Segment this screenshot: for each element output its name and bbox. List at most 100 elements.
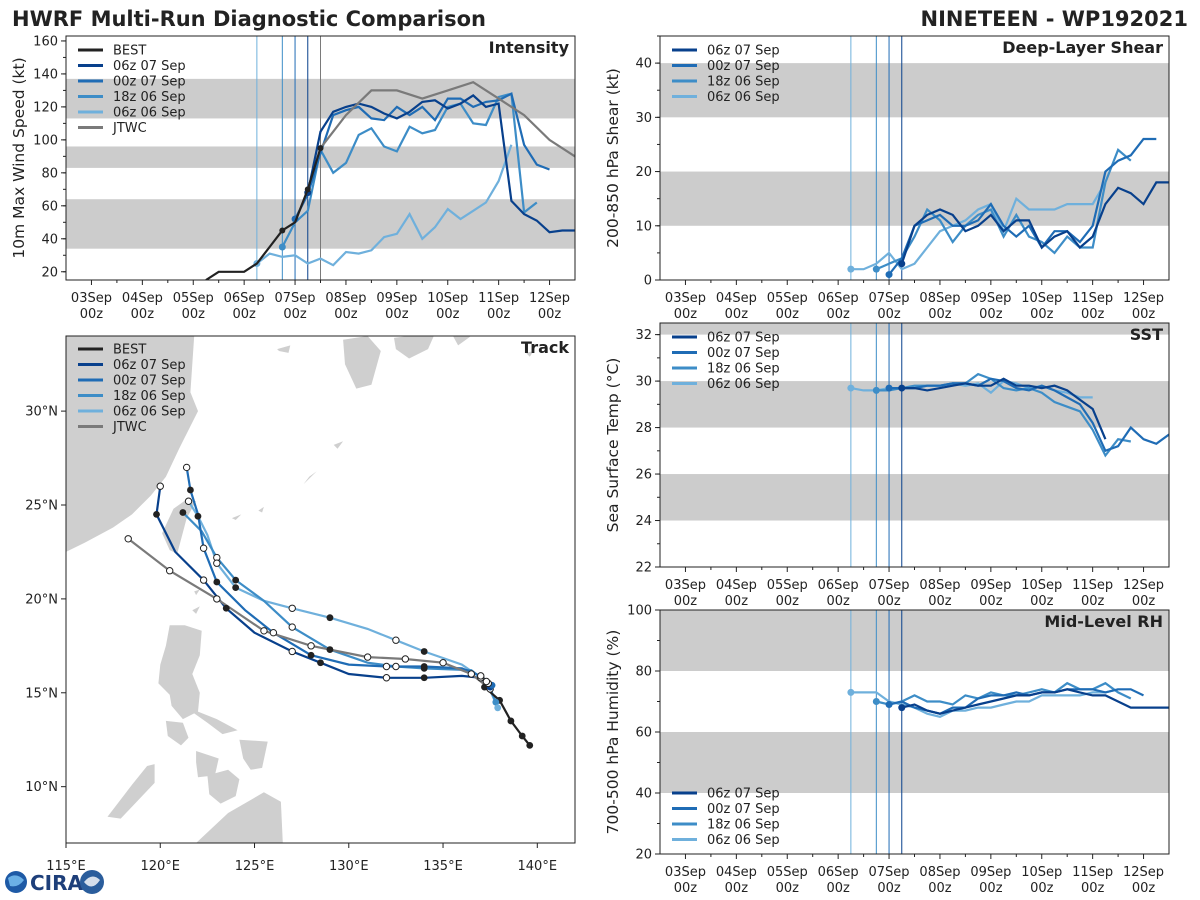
- rh-xtick-line: 12Sep: [1123, 865, 1164, 880]
- shear-xtick-line: 03Sep: [665, 291, 706, 306]
- track-00z-marker: [326, 614, 334, 622]
- sst-ytick-label: 26: [635, 468, 652, 483]
- intensity-xtick-line: 09Sep: [376, 291, 417, 306]
- intensity-xtick-label: 05Sep 00z: [173, 291, 214, 322]
- track-series-run_06z_06: [187, 500, 499, 709]
- track-00z-marker: [213, 578, 221, 586]
- intensity-xtick-label: 09Sep 00z: [376, 291, 417, 322]
- track-12z-marker: [477, 672, 485, 680]
- track-jtwc-marker: [213, 595, 221, 603]
- track-12z-marker: [269, 628, 278, 637]
- shear-xtick-label: 08Sep 00z: [919, 291, 960, 322]
- intensity-xtick-label: 08Sep 00z: [325, 291, 366, 322]
- intensity-xtick-line: 00z: [538, 307, 562, 322]
- sst-series-run_06z_07: [901, 377, 1107, 440]
- track-init-marker: [494, 704, 502, 712]
- track-12z-marker: [213, 559, 221, 567]
- land-china-coast: [66, 336, 198, 552]
- land-mindoro: [165, 720, 189, 746]
- track-00z-marker: [153, 510, 160, 518]
- rh-xtick-label: 07Sep 00z: [869, 865, 910, 896]
- intensity-xtick-line: 11Sep: [478, 291, 519, 306]
- rh-series-run_06z_07: [901, 688, 1169, 715]
- track-jtwc-marker: [439, 659, 447, 667]
- rh-xtick-line: 00z: [877, 881, 901, 896]
- sst-xtick-line: 00z: [674, 594, 698, 609]
- intensity-series-run_00z_07: [294, 92, 550, 220]
- track-legend-label: 18z 06 Sep: [113, 389, 186, 404]
- land-kyushu: [343, 336, 381, 389]
- track-legend-label: 06z 06 Sep: [113, 405, 186, 420]
- track-jtwc-marker: [124, 535, 132, 543]
- shear-legend-label: 06z 06 Sep: [707, 90, 780, 105]
- rh-xtick-label: 06Sep 00z: [818, 865, 859, 896]
- track-ytick-label: 25°N: [25, 499, 58, 514]
- sst-band: [660, 474, 1169, 521]
- rh-band: [660, 610, 1169, 671]
- rh-xtick-line: 00z: [1030, 881, 1054, 896]
- land-masses: [66, 336, 575, 843]
- intensity-legend-label: 18z 06 Sep: [113, 90, 186, 105]
- rh-xtick-line: 00z: [776, 881, 800, 896]
- rh-series-run_18z_06: [876, 681, 1132, 706]
- track-12z-marker: [392, 636, 400, 644]
- sst-xtick-label: 11Sep 00z: [1072, 578, 1113, 609]
- intensity-series-run_06z_07: [306, 94, 575, 234]
- rh-legend-label: 06z 06 Sep: [707, 833, 780, 848]
- intensity-xtick-label: 10Sep 00z: [427, 291, 468, 322]
- sst-xtick-line: 09Sep: [970, 578, 1011, 593]
- sst-series-run_00z_07: [889, 377, 1169, 453]
- intensity-xtick-line: 12Sep: [529, 291, 570, 306]
- track-ytick-label: 15°N: [25, 686, 58, 701]
- intensity-xtick-line: 00z: [182, 307, 206, 322]
- intensity-xtick-line: 07Sep: [275, 291, 316, 306]
- track-12z-marker: [182, 463, 191, 472]
- track-best-marker: [518, 732, 526, 740]
- shear-ytick-label: 30: [635, 111, 652, 126]
- shear-xtick-label: 07Sep 00z: [869, 291, 910, 322]
- intensity-xtick-line: 00z: [283, 307, 307, 322]
- track-12z-marker: [482, 677, 491, 686]
- shear-title: Deep-Layer Shear: [1002, 38, 1163, 57]
- intensity-ytick-label: 160: [33, 34, 58, 49]
- rh-ytick-label: 80: [635, 665, 652, 680]
- track-12z-marker: [382, 662, 391, 671]
- shear-band: [660, 63, 1169, 118]
- rh-xtick-line: 00z: [928, 881, 952, 896]
- track-00z-marker: [187, 486, 194, 494]
- sst-ylabel: Sea Surface Temp (°C): [604, 358, 622, 533]
- track-xtick-label: 135°E: [423, 859, 463, 874]
- rh-legend-label: 06z 07 Sep: [707, 787, 780, 802]
- land-taiwan: [162, 499, 197, 554]
- sst-xtick-line: 00z: [877, 594, 901, 609]
- track-ytick-label: 30°N: [25, 405, 58, 420]
- intensity-xtick-label: 11Sep 00z: [478, 291, 519, 322]
- rh-xtick-label: 04Sep 00z: [716, 865, 757, 896]
- track-best-marker: [507, 717, 515, 725]
- sst-xtick-line: 05Sep: [767, 578, 808, 593]
- track-frame: [65, 335, 576, 844]
- land-okinawa: [303, 471, 317, 485]
- sst-xtick-line: 04Sep: [716, 578, 757, 593]
- sst-xtick-label: 09Sep 00z: [970, 578, 1011, 609]
- land-shikoku: [394, 336, 434, 359]
- shear-ytick-label: 20: [635, 165, 652, 180]
- land-visayas-panay: [196, 751, 219, 778]
- rh-xtick-label: 10Sep 00z: [1021, 865, 1062, 896]
- shear-xtick-line: 11Sep: [1072, 291, 1113, 306]
- rh-xtick-line: 00z: [1081, 881, 1105, 896]
- intensity-xtick-line: 00z: [334, 307, 358, 322]
- rh-init-marker: [847, 688, 855, 696]
- shear-xtick-line: 00z: [725, 307, 749, 322]
- rh-legend-label: 18z 06 Sep: [707, 818, 780, 833]
- intensity-xtick-line: 10Sep: [427, 291, 468, 306]
- track-jtwc-marker: [165, 567, 174, 575]
- rh-init-marker: [872, 698, 880, 705]
- rh-ytick-label: 100: [627, 604, 652, 619]
- track-00z-marker: [420, 648, 428, 655]
- track-xtick-label: 115°E: [46, 859, 86, 874]
- sst-ytick-label: 28: [635, 421, 652, 436]
- intensity-ytick-label: 20: [41, 265, 58, 280]
